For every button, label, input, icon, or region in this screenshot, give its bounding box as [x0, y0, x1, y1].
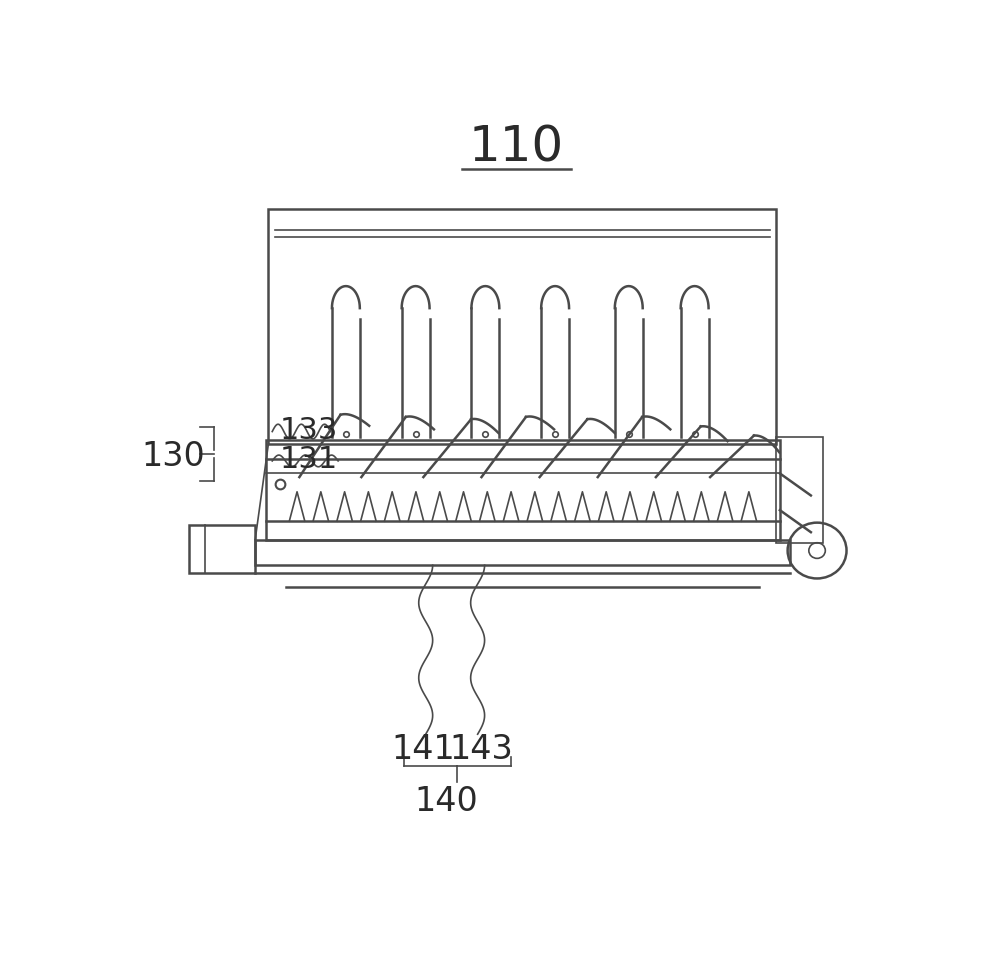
- Text: 110: 110: [469, 123, 564, 172]
- Text: 130: 130: [141, 439, 205, 472]
- Text: 133: 133: [280, 416, 338, 444]
- Bar: [776, 437, 822, 543]
- Text: 141: 141: [392, 733, 455, 765]
- Bar: [268, 210, 776, 444]
- Bar: [189, 525, 255, 573]
- Text: 131: 131: [280, 445, 338, 474]
- Text: 143: 143: [450, 733, 513, 765]
- Bar: [266, 441, 780, 540]
- Bar: [255, 540, 790, 566]
- Text: 140: 140: [415, 784, 479, 817]
